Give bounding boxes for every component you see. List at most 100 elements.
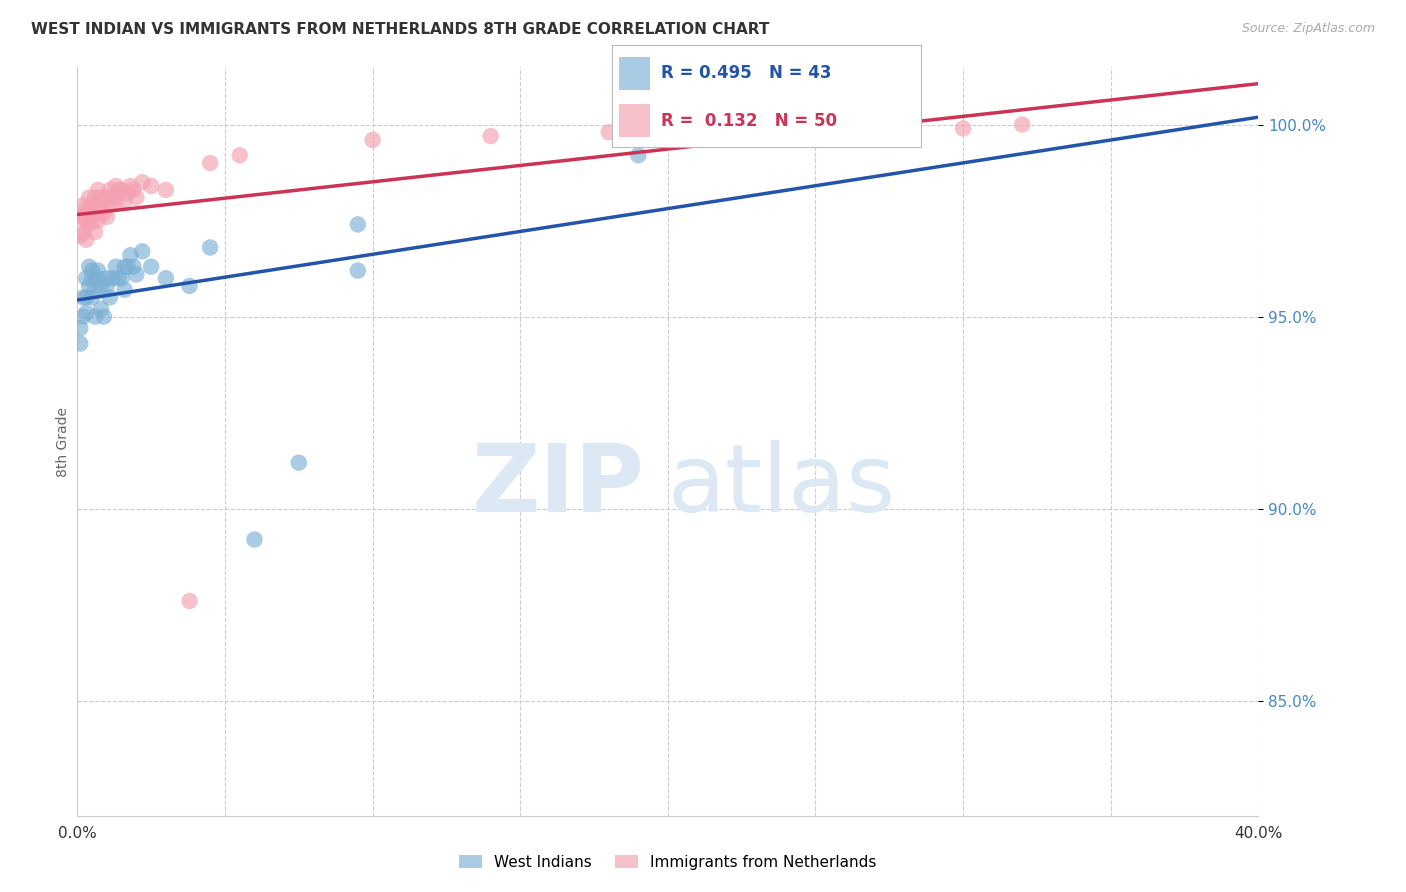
Point bbox=[84, 206, 107, 220]
Point bbox=[131, 175, 153, 189]
Point bbox=[87, 271, 110, 285]
Point bbox=[82, 290, 104, 304]
Point bbox=[98, 290, 121, 304]
Point bbox=[125, 268, 148, 282]
Point bbox=[87, 263, 110, 277]
Text: WEST INDIAN VS IMMIGRANTS FROM NETHERLANDS 8TH GRADE CORRELATION CHART: WEST INDIAN VS IMMIGRANTS FROM NETHERLAN… bbox=[31, 22, 769, 37]
Point bbox=[745, 125, 768, 139]
Point bbox=[179, 594, 201, 608]
Point bbox=[155, 183, 177, 197]
Point bbox=[84, 190, 107, 204]
Point bbox=[117, 186, 139, 201]
Point bbox=[82, 263, 104, 277]
Point bbox=[111, 271, 132, 285]
Text: Source: ZipAtlas.com: Source: ZipAtlas.com bbox=[1241, 22, 1375, 36]
Point bbox=[98, 198, 121, 212]
Point bbox=[93, 190, 115, 204]
Legend: West Indians, Immigrants from Netherlands: West Indians, Immigrants from Netherland… bbox=[453, 848, 883, 876]
Point bbox=[96, 271, 118, 285]
Point bbox=[69, 321, 91, 335]
Point bbox=[117, 260, 139, 274]
Point bbox=[72, 225, 94, 239]
Point bbox=[834, 121, 856, 136]
Point bbox=[84, 310, 107, 324]
Point bbox=[75, 233, 97, 247]
Point bbox=[90, 279, 112, 293]
Point bbox=[114, 283, 136, 297]
Point bbox=[82, 271, 104, 285]
Point bbox=[361, 133, 384, 147]
Point bbox=[107, 183, 129, 197]
Point bbox=[101, 271, 124, 285]
Point bbox=[627, 148, 650, 162]
Point bbox=[96, 210, 118, 224]
Point bbox=[200, 240, 222, 254]
Point bbox=[75, 290, 97, 304]
Point bbox=[77, 190, 100, 204]
Point bbox=[96, 279, 118, 293]
Point bbox=[122, 260, 145, 274]
Point bbox=[101, 190, 124, 204]
Point bbox=[93, 206, 115, 220]
Point bbox=[72, 290, 94, 304]
Point bbox=[90, 301, 112, 316]
Text: R = 0.495   N = 43: R = 0.495 N = 43 bbox=[661, 64, 831, 82]
Point bbox=[75, 213, 97, 227]
Point bbox=[104, 179, 127, 194]
Text: ZIP: ZIP bbox=[471, 441, 644, 533]
Point bbox=[346, 263, 368, 277]
Point bbox=[107, 271, 129, 285]
Point bbox=[84, 283, 107, 297]
Point bbox=[114, 194, 136, 209]
Point bbox=[69, 210, 91, 224]
Point bbox=[90, 190, 112, 204]
Point bbox=[179, 279, 201, 293]
Point bbox=[952, 121, 974, 136]
Point bbox=[87, 213, 110, 227]
Point bbox=[84, 225, 107, 239]
Point bbox=[141, 179, 163, 194]
Point bbox=[69, 336, 91, 351]
Text: R =  0.132   N = 50: R = 0.132 N = 50 bbox=[661, 112, 837, 129]
Point bbox=[104, 260, 127, 274]
Point bbox=[122, 183, 145, 197]
Point bbox=[120, 248, 142, 262]
FancyBboxPatch shape bbox=[619, 104, 650, 137]
Point bbox=[72, 310, 94, 324]
Point bbox=[72, 198, 94, 212]
Text: atlas: atlas bbox=[668, 441, 896, 533]
Point bbox=[69, 229, 91, 244]
Point bbox=[243, 533, 266, 547]
Point bbox=[93, 310, 115, 324]
Point bbox=[155, 271, 177, 285]
Point bbox=[75, 202, 97, 216]
Point bbox=[1011, 118, 1033, 132]
Point bbox=[77, 218, 100, 232]
Point bbox=[87, 183, 110, 197]
Point bbox=[96, 190, 118, 204]
Point bbox=[77, 279, 100, 293]
Point bbox=[131, 244, 153, 259]
Point bbox=[598, 125, 620, 139]
Point bbox=[111, 183, 132, 197]
Point bbox=[141, 260, 163, 274]
Point bbox=[114, 260, 136, 274]
Point bbox=[200, 156, 222, 170]
Point bbox=[72, 210, 94, 224]
Point bbox=[75, 271, 97, 285]
Point bbox=[75, 306, 97, 320]
Point bbox=[120, 179, 142, 194]
Point bbox=[228, 148, 252, 162]
Point bbox=[479, 129, 502, 144]
Point bbox=[98, 183, 121, 197]
Point bbox=[346, 218, 368, 232]
Point bbox=[288, 456, 311, 470]
Point bbox=[82, 198, 104, 212]
Point bbox=[90, 202, 112, 216]
Point bbox=[104, 194, 127, 209]
Y-axis label: 8th Grade: 8th Grade bbox=[56, 407, 70, 476]
Point bbox=[893, 125, 915, 139]
Point bbox=[77, 260, 100, 274]
Point bbox=[125, 190, 148, 204]
FancyBboxPatch shape bbox=[619, 57, 650, 90]
